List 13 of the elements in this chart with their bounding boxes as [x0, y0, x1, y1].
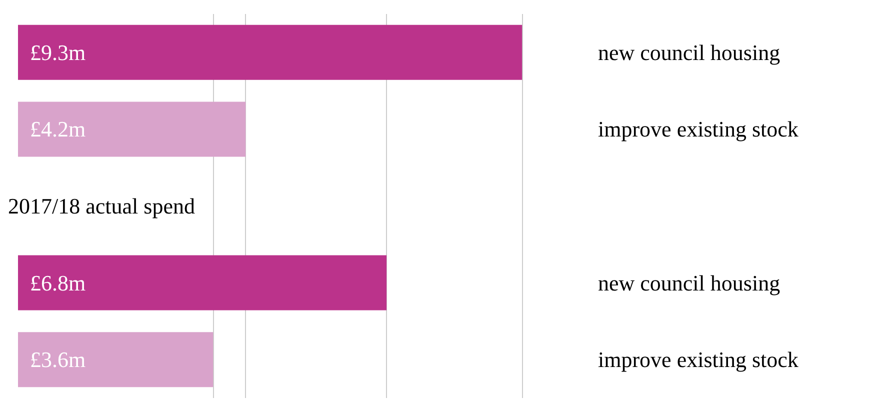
- data-label: £9.3m: [30, 40, 86, 65]
- bar: [18, 255, 387, 310]
- bar: [18, 332, 214, 388]
- data-label: £6.8m: [30, 270, 86, 296]
- annotation: 2017/18 actual spend: [8, 194, 195, 218]
- y-tick-label: new council housing: [598, 40, 780, 65]
- y-tick-label: improve existing stock: [598, 116, 798, 142]
- y-tick-label: new council housing: [598, 270, 780, 296]
- data-label: £4.2m: [30, 116, 86, 142]
- bar: [18, 102, 246, 157]
- data-label: £3.6m: [30, 347, 86, 372]
- y-tick-label: improve existing stock: [598, 347, 798, 372]
- bar: [18, 24, 522, 80]
